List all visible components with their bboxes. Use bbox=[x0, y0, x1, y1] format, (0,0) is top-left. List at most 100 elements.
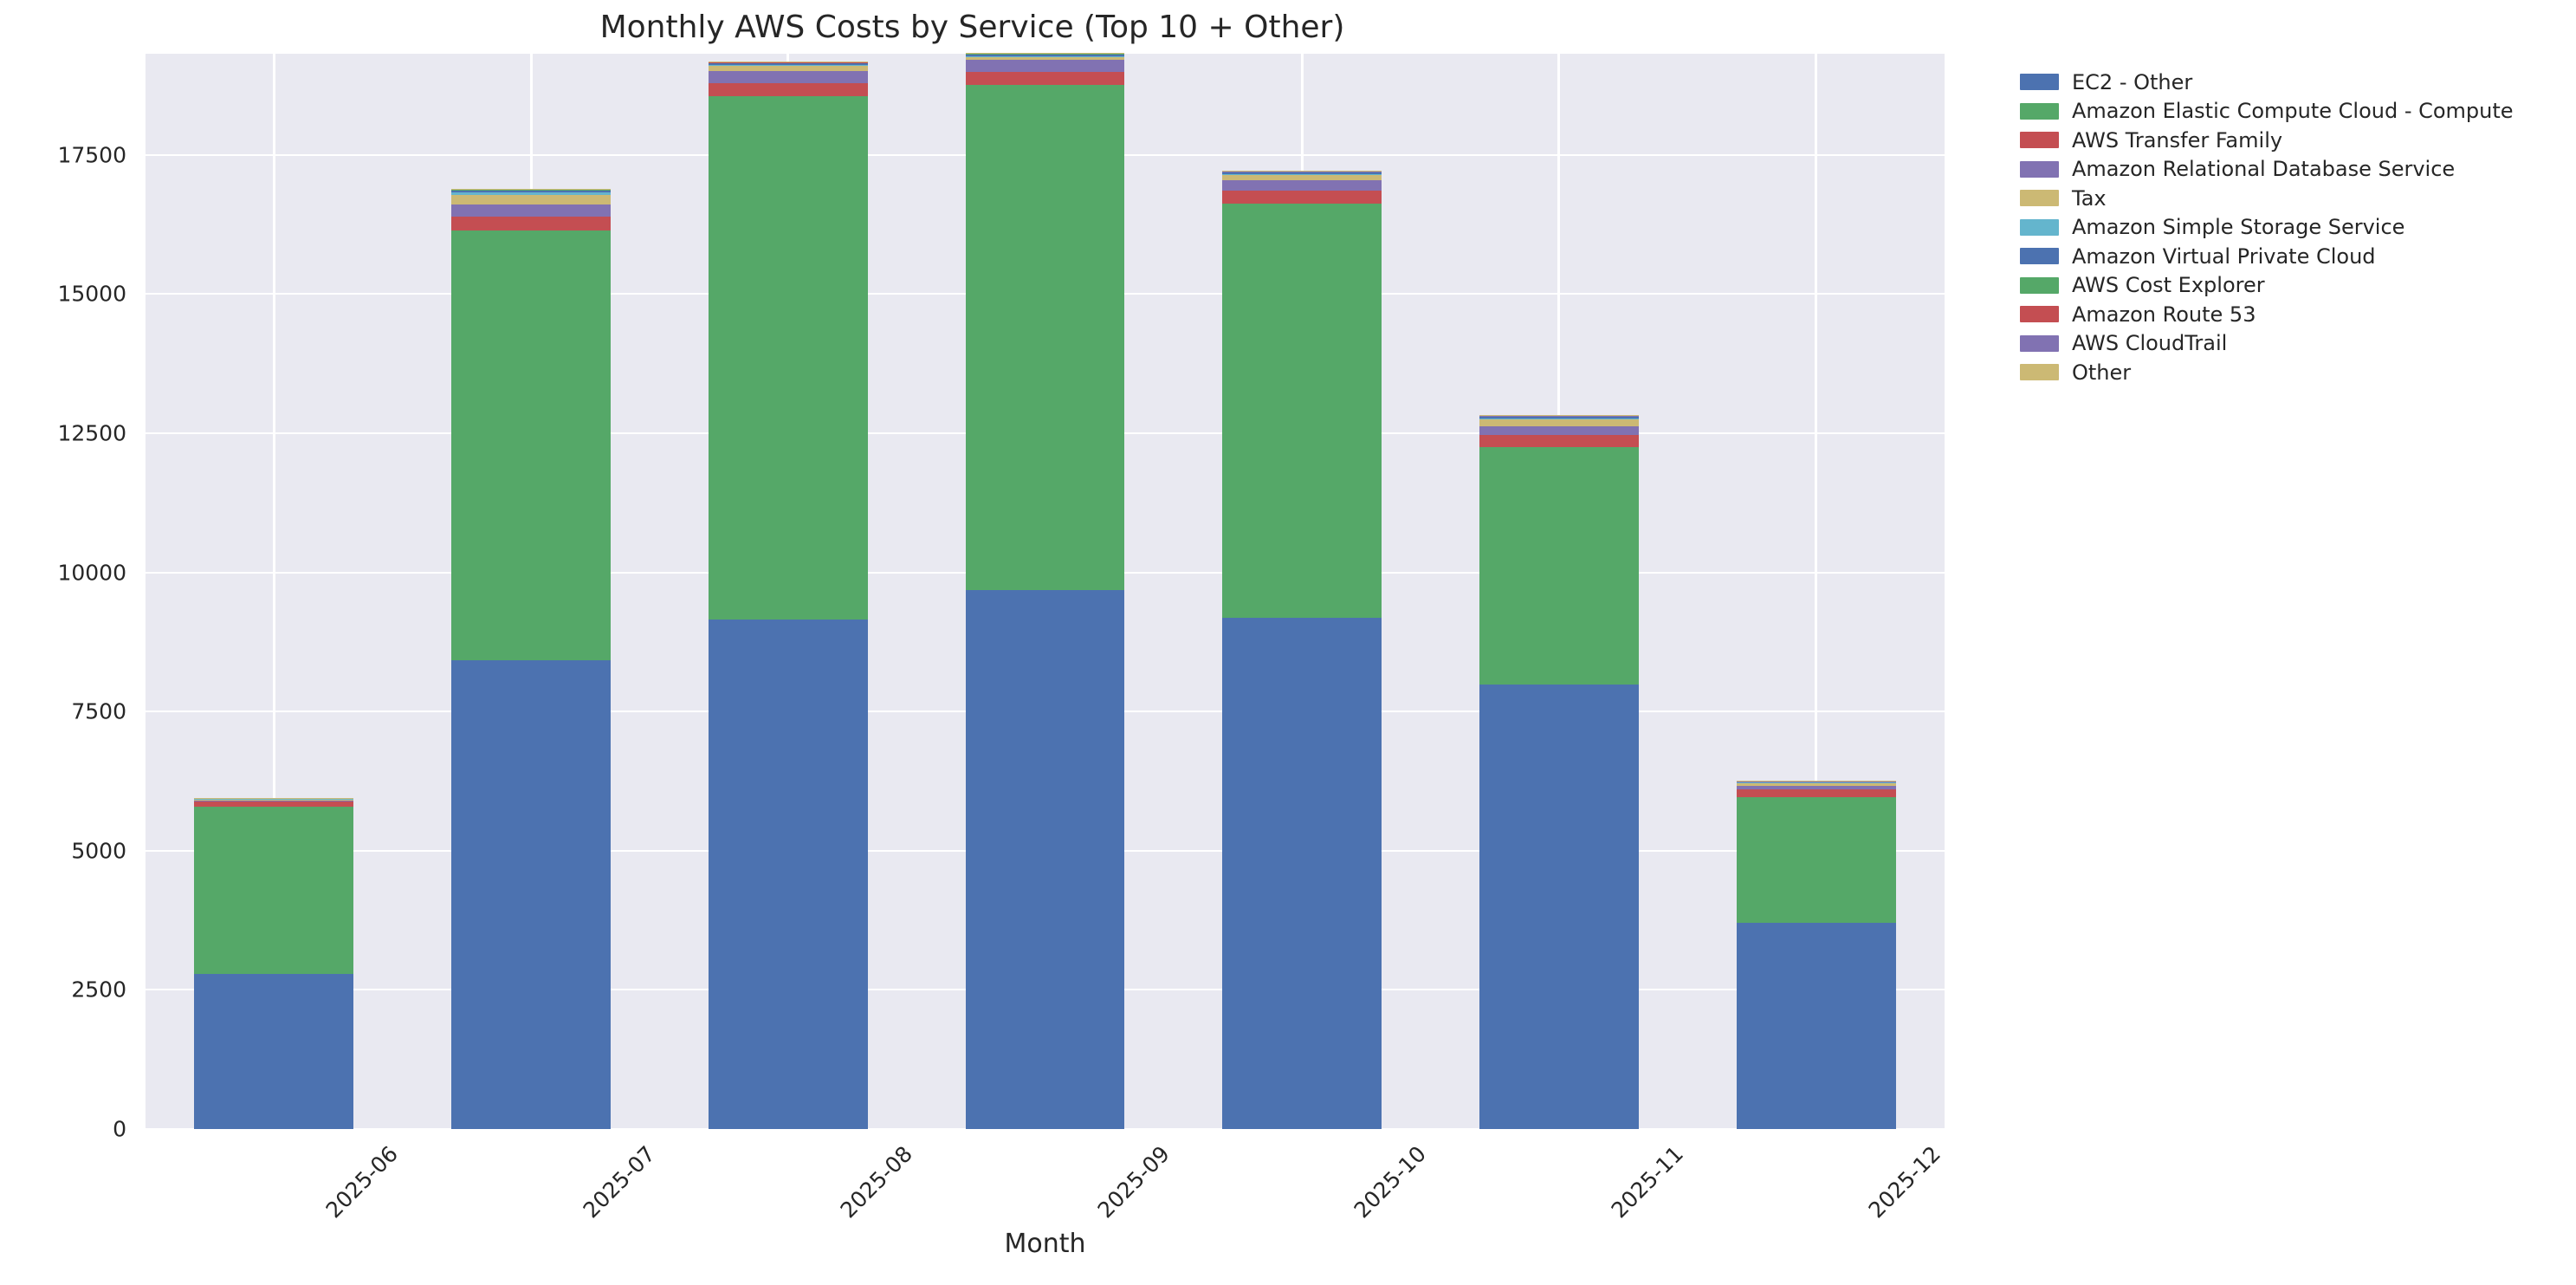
bar-segment[interactable] bbox=[1222, 173, 1382, 176]
bar-segment[interactable] bbox=[965, 56, 1125, 61]
bar-segment[interactable] bbox=[1479, 416, 1639, 417]
legend-item[interactable]: Tax bbox=[2020, 184, 2557, 213]
y-tick-label: 12500 bbox=[57, 420, 126, 446]
bar-group-2025-06[interactable] bbox=[194, 54, 354, 1129]
bar-segment[interactable] bbox=[194, 799, 354, 801]
legend-item-label: Tax bbox=[2072, 185, 2107, 211]
legend-item[interactable]: AWS CloudTrail bbox=[2020, 329, 2557, 359]
bar-segment[interactable] bbox=[1736, 786, 1896, 790]
legend-item[interactable]: Other bbox=[2020, 358, 2557, 387]
x-tick-label: 2025-08 bbox=[835, 1141, 917, 1223]
legend-item[interactable]: Amazon Virtual Private Cloud bbox=[2020, 242, 2557, 271]
bar-segment[interactable] bbox=[1479, 426, 1639, 436]
legend-item-label: Amazon Virtual Private Cloud bbox=[2072, 243, 2376, 269]
legend-swatch-icon bbox=[2020, 132, 2059, 149]
bar-segment[interactable] bbox=[965, 590, 1125, 1129]
bar-segment[interactable] bbox=[965, 60, 1125, 72]
bar-group-2025-10[interactable] bbox=[1222, 54, 1382, 1129]
bar-segment[interactable] bbox=[965, 54, 1125, 56]
legend-item[interactable]: Amazon Route 53 bbox=[2020, 300, 2557, 329]
legend-item-label: AWS Cost Explorer bbox=[2072, 273, 2265, 298]
legend-item[interactable]: EC2 - Other bbox=[2020, 68, 2557, 97]
bar-group-2025-11[interactable] bbox=[1479, 54, 1639, 1129]
bar-segment[interactable] bbox=[451, 217, 612, 230]
plot-area bbox=[146, 52, 1945, 1130]
bar-segment[interactable] bbox=[965, 53, 1125, 55]
bar-segment[interactable] bbox=[708, 62, 868, 63]
y-tick-label: 7500 bbox=[71, 698, 126, 724]
bar-segment[interactable] bbox=[451, 189, 612, 191]
bar-segment[interactable] bbox=[1479, 684, 1639, 1129]
bar-segment[interactable] bbox=[708, 619, 868, 1129]
bar-segment[interactable] bbox=[1222, 191, 1382, 204]
legend-item-label: AWS Transfer Family bbox=[2072, 127, 2283, 153]
bar-segment[interactable] bbox=[1736, 923, 1896, 1129]
legend-item-label: Other bbox=[2072, 360, 2132, 385]
x-tick-label: 2025-10 bbox=[1349, 1141, 1432, 1223]
bar-segment[interactable] bbox=[1479, 435, 1639, 447]
x-tick-label: 2025-06 bbox=[320, 1141, 404, 1223]
bar-segment[interactable] bbox=[965, 71, 1125, 85]
bar-segment[interactable] bbox=[708, 83, 868, 96]
bar-segment[interactable] bbox=[451, 194, 612, 205]
bar-segment[interactable] bbox=[1222, 203, 1382, 619]
y-tick-label: 17500 bbox=[57, 142, 126, 168]
bar-segment[interactable] bbox=[194, 798, 354, 800]
legend-swatch-icon bbox=[2020, 364, 2059, 381]
bar-segment[interactable] bbox=[451, 190, 612, 193]
x-tick-label: 2025-09 bbox=[1092, 1141, 1175, 1223]
gridline-horizontal bbox=[146, 1128, 1945, 1130]
page-title: Monthly AWS Costs by Service (Top 10 + O… bbox=[599, 9, 1345, 45]
bar-segment[interactable] bbox=[708, 66, 868, 72]
bar-segment[interactable] bbox=[1222, 179, 1382, 191]
bar-segment[interactable] bbox=[1479, 416, 1639, 419]
bar-segment[interactable] bbox=[708, 71, 868, 84]
bar-segment[interactable] bbox=[1736, 783, 1896, 787]
gridline-vertical bbox=[272, 54, 275, 1129]
bar-group-2025-09[interactable] bbox=[965, 52, 1125, 1129]
legend-item-label: Amazon Relational Database Service bbox=[2072, 157, 2456, 182]
legend-item-label: Amazon Simple Storage Service bbox=[2072, 215, 2405, 240]
bar-segment[interactable] bbox=[1736, 789, 1896, 797]
bar-segment[interactable] bbox=[965, 84, 1125, 591]
legend-item[interactable]: AWS Transfer Family bbox=[2020, 126, 2557, 155]
bar-segment[interactable] bbox=[1736, 796, 1896, 924]
legend-item[interactable]: Amazon Simple Storage Service bbox=[2020, 213, 2557, 243]
x-tick-label: 2025-12 bbox=[1863, 1141, 1945, 1223]
bar-segment[interactable] bbox=[451, 204, 612, 217]
bar-segment[interactable] bbox=[451, 192, 612, 195]
legend-item[interactable]: Amazon Elastic Compute Cloud - Compute bbox=[2020, 97, 2557, 127]
legend-item-label: AWS CloudTrail bbox=[2072, 331, 2228, 356]
y-tick-label: 0 bbox=[113, 1116, 126, 1142]
bar-segment[interactable] bbox=[194, 800, 354, 802]
bar-segment[interactable] bbox=[965, 55, 1125, 57]
y-tick-label: 10000 bbox=[57, 560, 126, 586]
legend-swatch-icon bbox=[2020, 218, 2059, 236]
bar-segment[interactable] bbox=[708, 62, 868, 65]
bar-group-2025-07[interactable] bbox=[451, 54, 612, 1129]
y-tick-label: 5000 bbox=[71, 838, 126, 864]
bar-group-2025-12[interactable] bbox=[1736, 54, 1896, 1129]
bar-segment[interactable] bbox=[1222, 175, 1382, 180]
legend-item[interactable]: AWS Cost Explorer bbox=[2020, 271, 2557, 301]
bar-segment[interactable] bbox=[1479, 419, 1639, 427]
bar-segment[interactable] bbox=[1222, 618, 1382, 1129]
bar-segment[interactable] bbox=[708, 64, 868, 67]
bar-group-2025-08[interactable] bbox=[708, 54, 868, 1129]
bar-segment[interactable] bbox=[1736, 782, 1896, 784]
legend-swatch-icon bbox=[2020, 248, 2059, 265]
bar-segment[interactable] bbox=[194, 973, 354, 1129]
legend-swatch-icon bbox=[2020, 306, 2059, 323]
legend-swatch-icon bbox=[2020, 74, 2059, 91]
bar-segment[interactable] bbox=[1479, 446, 1639, 685]
bar-segment[interactable] bbox=[194, 807, 354, 974]
legend-item-label: Amazon Elastic Compute Cloud - Compute bbox=[2072, 99, 2514, 124]
bar-segment[interactable] bbox=[194, 802, 354, 808]
bar-segment[interactable] bbox=[451, 230, 612, 661]
legend-item[interactable]: Amazon Relational Database Service bbox=[2020, 155, 2557, 185]
bar-segment[interactable] bbox=[1222, 172, 1382, 174]
bar-segment[interactable] bbox=[194, 799, 354, 800]
bar-segment[interactable] bbox=[708, 95, 868, 620]
legend-swatch-icon bbox=[2020, 102, 2059, 120]
bar-segment[interactable] bbox=[451, 660, 612, 1129]
